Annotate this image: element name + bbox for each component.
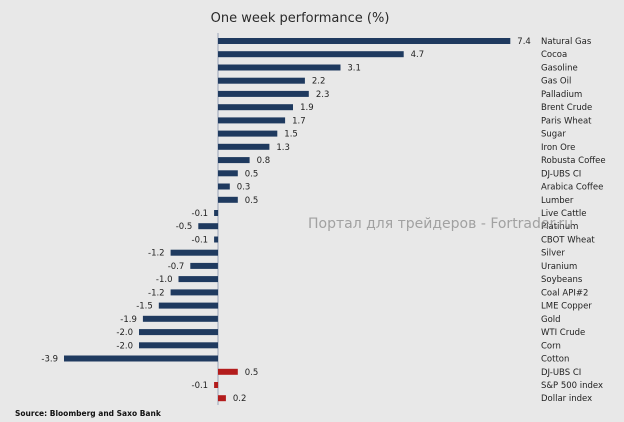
bar [139, 342, 218, 349]
bar [178, 276, 218, 283]
data-label: -3.9 [41, 355, 58, 365]
bar [218, 183, 230, 190]
data-label: 2.3 [316, 90, 330, 100]
data-label: 1.7 [292, 116, 306, 126]
bar [190, 262, 218, 269]
category-label: Sugar [541, 130, 566, 140]
bar [218, 157, 250, 164]
data-label: 0.3 [237, 183, 251, 193]
bar [198, 223, 219, 230]
bar [218, 368, 238, 375]
data-label: 0.5 [245, 169, 259, 179]
data-label: 0.5 [245, 196, 259, 206]
data-label: 4.7 [411, 50, 425, 60]
chart-title: One week performance (%) [211, 11, 390, 26]
watermark-text: Портал для трейдеров - Fortrader.ru [308, 216, 573, 232]
bar [218, 395, 226, 402]
bar [218, 170, 238, 177]
category-label: Brent Crude [541, 103, 592, 113]
category-label: Gold [541, 315, 561, 325]
category-label: Coal API#2 [541, 288, 588, 298]
category-label: WTI Crude [541, 328, 585, 338]
category-label: Natural Gas [541, 37, 592, 47]
bar [218, 64, 341, 71]
data-label: -1.2 [148, 288, 165, 298]
bar [218, 104, 293, 111]
category-label: LME Copper [541, 302, 592, 312]
bar [218, 196, 238, 203]
category-label: CBOT Wheat [541, 236, 595, 246]
category-label: Iron Ore [541, 143, 575, 153]
bar [218, 90, 309, 97]
data-label: -0.1 [192, 209, 209, 219]
category-label: Robusta Coffee [541, 156, 606, 166]
category-label: DJ-UBS CI [541, 368, 581, 378]
category-label: Dollar index [541, 394, 592, 404]
data-label: 7.4 [517, 37, 531, 47]
data-label: 0.2 [233, 394, 247, 404]
category-label: Corn [541, 341, 561, 351]
category-label: Cocoa [541, 50, 567, 60]
data-label: 3.1 [347, 64, 361, 74]
data-label: 1.5 [284, 130, 298, 140]
bar [218, 51, 404, 58]
data-label: -0.1 [192, 236, 209, 246]
category-label: Arabica Coffee [541, 183, 603, 193]
category-label: S&P 500 index [541, 381, 603, 391]
bar [214, 382, 219, 388]
category-label: Lumber [541, 196, 574, 206]
category-label: Soybeans [541, 275, 583, 285]
data-label: -0.1 [192, 381, 209, 391]
bar [64, 355, 218, 362]
bar [218, 130, 278, 137]
bar [214, 210, 219, 216]
data-label: -0.5 [176, 222, 193, 232]
data-label: -1.9 [120, 315, 137, 325]
data-label: -2.0 [116, 341, 133, 351]
category-label: DJ-UBS CI [541, 169, 581, 179]
data-label: -1.2 [148, 249, 165, 259]
data-label: 1.9 [300, 103, 314, 113]
bar [158, 302, 219, 309]
category-label: Gasoline [541, 64, 578, 74]
data-label: -0.7 [168, 262, 185, 272]
data-label: 1.3 [276, 143, 290, 153]
data-label: -1.0 [156, 275, 173, 285]
source-note: Source: Bloomberg and Saxo Bank [15, 409, 162, 418]
category-label: Platinum [541, 222, 578, 232]
bar [214, 236, 219, 243]
category-label: Silver [541, 249, 565, 259]
category-label: Gas Oil [541, 77, 571, 87]
bar [142, 315, 218, 322]
data-label: 0.5 [245, 368, 259, 378]
bar [139, 329, 218, 336]
bar [218, 38, 511, 44]
category-label: Live Cattle [541, 209, 586, 219]
data-label: 2.2 [312, 77, 326, 87]
category-label: Uranium [541, 262, 577, 272]
category-label: Palladium [541, 90, 582, 100]
data-label: -1.5 [136, 302, 153, 312]
bar [170, 249, 218, 256]
bar [170, 289, 218, 296]
data-label: -2.0 [116, 328, 133, 338]
category-label: Paris Wheat [541, 116, 592, 126]
data-label: 0.8 [257, 156, 271, 166]
bar [218, 117, 286, 124]
bar [218, 77, 305, 84]
category-label: Cotton [541, 355, 569, 365]
bar [218, 143, 270, 150]
